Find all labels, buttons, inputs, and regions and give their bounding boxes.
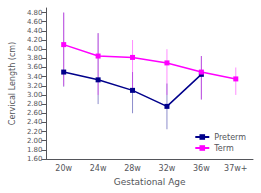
svg-text:Cervical Length (cm): Cervical Length (cm) <box>8 42 17 125</box>
svg-text:24w: 24w <box>90 164 107 173</box>
svg-text:3.40: 3.40 <box>27 73 43 81</box>
svg-text:4.60: 4.60 <box>27 18 43 26</box>
svg-text:20w: 20w <box>55 164 72 173</box>
svg-text:3.80: 3.80 <box>27 54 43 62</box>
svg-text:4.20: 4.20 <box>27 36 43 44</box>
svg-text:2.20: 2.20 <box>27 128 43 136</box>
svg-text:1.80: 1.80 <box>27 146 43 154</box>
svg-text:4.40: 4.40 <box>27 27 43 35</box>
svg-text:2.80: 2.80 <box>27 100 43 108</box>
svg-text:Preterm: Preterm <box>214 133 246 142</box>
svg-text:36w: 36w <box>193 164 210 173</box>
svg-text:28w: 28w <box>124 164 141 173</box>
svg-text:37w+: 37w+ <box>224 164 247 173</box>
svg-text:Gestational Age: Gestational Age <box>114 177 186 187</box>
svg-text:1.60: 1.60 <box>27 155 43 163</box>
svg-text:32w: 32w <box>159 164 176 173</box>
svg-text:3.00: 3.00 <box>27 91 43 99</box>
svg-text:4.80: 4.80 <box>27 9 43 17</box>
svg-text:4.00: 4.00 <box>27 45 43 53</box>
svg-text:2.40: 2.40 <box>27 118 43 126</box>
svg-text:2.00: 2.00 <box>27 137 43 145</box>
svg-text:3.60: 3.60 <box>27 63 43 71</box>
svg-text:Term: Term <box>213 144 234 153</box>
svg-text:3.20: 3.20 <box>27 82 43 90</box>
svg-text:2.60: 2.60 <box>27 109 43 117</box>
